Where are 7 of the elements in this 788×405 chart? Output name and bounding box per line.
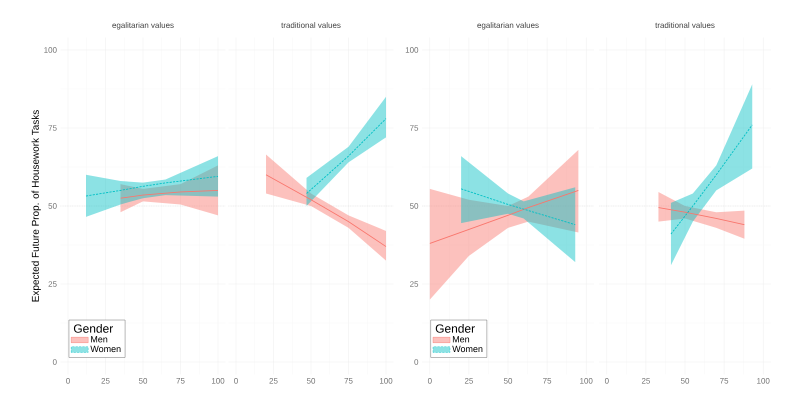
legend-label: Men: [91, 336, 108, 342]
y-axis-title: Expected Future Prop. of Housework Tasks: [32, 110, 41, 302]
legend-label: Women: [452, 346, 482, 352]
legend-title: Gender: [436, 324, 475, 333]
legend-label: Women: [90, 346, 120, 352]
legend-label: Men: [452, 336, 470, 342]
legend-title: Gender: [74, 324, 114, 333]
